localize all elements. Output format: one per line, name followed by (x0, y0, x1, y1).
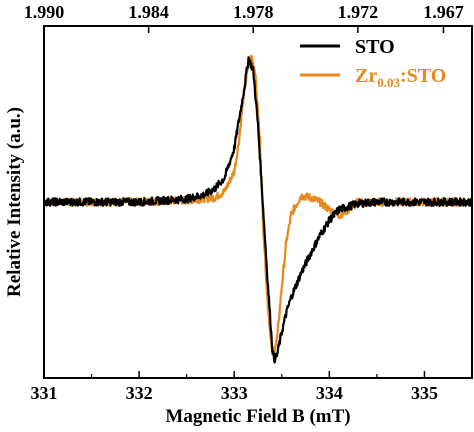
legend-label-zr-tail: :STO (400, 65, 446, 87)
top-tick-label: 1.972 (338, 2, 379, 22)
x-tick-label: 331 (31, 383, 58, 403)
legend-label-sto: STO (355, 36, 395, 58)
legend-label-zr-main: Zr (355, 65, 377, 87)
bottom-axis-tick-labels: 331 332 333 334 335 (31, 383, 438, 403)
top-tick-label: 1.967 (423, 2, 464, 22)
y-axis-title: Relative Intensity (a.u.) (4, 107, 25, 297)
x-tick-label: 333 (221, 383, 248, 403)
series-layer (42, 54, 474, 364)
top-axis-tick-labels: 1.990 1.984 1.978 1.972 1.967 (24, 2, 464, 22)
top-tick-label: 1.984 (128, 2, 169, 22)
legend-label-zr-sto: Zr0.03:STO (355, 65, 446, 90)
x-tick-label: 334 (316, 383, 343, 403)
top-tick-label: 1.978 (233, 2, 274, 22)
series-line-0 (42, 56, 474, 364)
legend: STO Zr0.03:STO (300, 36, 446, 90)
x-tick-label: 332 (126, 383, 153, 403)
top-tick-label: 1.990 (24, 2, 65, 22)
plot-frame (43, 25, 473, 379)
series-line-1 (43, 54, 473, 357)
x-axis-title: Magnetic Field B (mT) (165, 406, 350, 427)
legend-label-zr-sub: 0.03 (377, 75, 400, 90)
x-tick-label: 335 (411, 383, 438, 403)
